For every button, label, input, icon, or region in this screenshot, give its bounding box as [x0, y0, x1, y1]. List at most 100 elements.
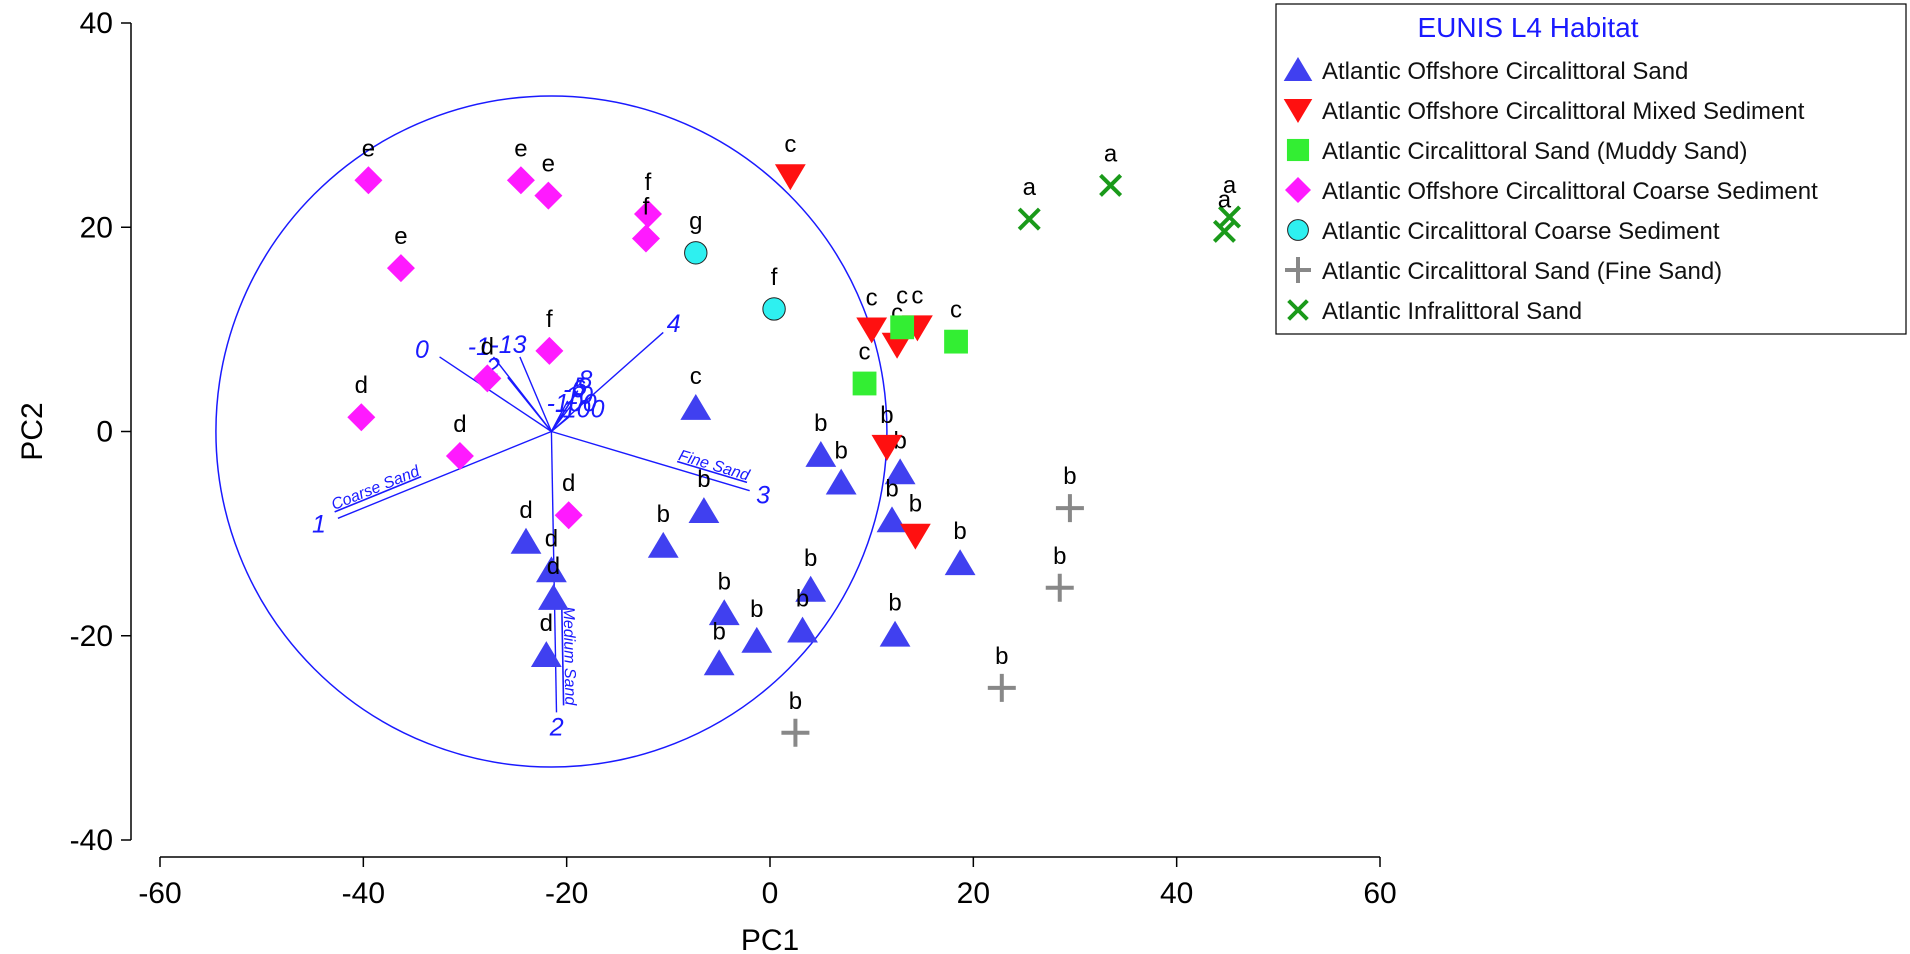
data-point [708, 599, 740, 626]
legend-entry: Atlantic Offshore Circalittoral Coarse S… [1322, 178, 1818, 205]
correlation-circle [215, 95, 888, 768]
legend-entry: Atlantic Circalittoral Coarse Sediment [1322, 218, 1720, 245]
data-point [805, 440, 837, 467]
data-point [445, 442, 474, 471]
y-tick-label: 40 [80, 7, 113, 40]
data-point [530, 641, 562, 668]
data-point [890, 315, 915, 340]
data-point [647, 531, 679, 558]
vector-label: 3 [756, 482, 770, 510]
point-label: b [885, 475, 898, 502]
data-point [944, 329, 968, 354]
point-label: c [911, 282, 923, 309]
data-point [884, 458, 916, 485]
legend-box [1275, 3, 1907, 335]
legend-marker [1283, 57, 1313, 82]
data-point [354, 166, 383, 195]
point-label: d [562, 470, 575, 497]
point-label: f [645, 169, 652, 196]
point-label: f [643, 193, 650, 220]
data-point [825, 468, 857, 495]
point-label: b [789, 688, 802, 715]
y-tick-label: -40 [70, 824, 113, 857]
legend-marker [1287, 299, 1309, 321]
vector-label: 8 [579, 366, 593, 394]
vector-label: -13 [490, 331, 526, 359]
y-tick-label: -20 [70, 620, 113, 653]
point-label: e [362, 135, 375, 162]
data-point [703, 649, 735, 676]
point-label: b [834, 438, 847, 465]
vector-label: 2 [549, 713, 564, 741]
data-point [506, 166, 535, 195]
point-label: b [995, 643, 1008, 670]
vector-label: 0 [415, 336, 429, 364]
legend-marker [1285, 257, 1311, 283]
point-label: e [514, 135, 527, 162]
data-point [538, 583, 569, 610]
x-tick-label: -20 [545, 877, 588, 910]
legend-entry: Atlantic Offshore Circalittoral Mixed Se… [1322, 98, 1805, 125]
vector-label: 5 [573, 373, 587, 401]
vector-label: 10 [565, 382, 593, 410]
point-label: d [453, 411, 466, 438]
x-tick-label: 0 [762, 877, 779, 910]
point-label: b [796, 586, 809, 613]
point-label: e [542, 151, 555, 178]
data-point [944, 549, 976, 576]
point-label: c [859, 339, 871, 366]
data-point [876, 506, 908, 533]
point-label: c [866, 284, 878, 311]
x-tick-label: 20 [957, 877, 990, 910]
correlation-circle-layer [215, 95, 888, 768]
loading-vector [492, 356, 552, 432]
vector-name: Fine Sand [677, 447, 753, 484]
point-label: b [953, 518, 966, 545]
y-tick-label: 20 [80, 211, 113, 244]
data-point [534, 181, 563, 210]
vector-label: 4 [667, 310, 681, 338]
point-label: b [814, 410, 827, 437]
point-label: d [545, 525, 558, 552]
legend-title: EUNIS L4 Habitat [1418, 12, 1639, 43]
data-point [762, 297, 786, 321]
data-point [536, 556, 567, 583]
vector-label: -6 [563, 375, 585, 403]
vector-label: -100 [547, 390, 597, 418]
legend-marker [1287, 219, 1309, 241]
data-point [795, 575, 827, 602]
point-label: c [784, 131, 796, 158]
point-label: b [712, 618, 725, 645]
loading-vector [550, 413, 565, 432]
point-label: b [909, 491, 922, 518]
vector-label: -100 [554, 395, 604, 423]
point-label: f [546, 306, 553, 333]
legend-entry: Atlantic Circalittoral Sand (Muddy Sand) [1322, 138, 1748, 165]
data-point [554, 501, 583, 530]
point-label: f [771, 264, 778, 291]
point-label: b [697, 466, 710, 493]
legend-entry: Atlantic Offshore Circalittoral Sand [1322, 58, 1688, 85]
loading-vector [439, 356, 552, 433]
vector-name: Coarse Sand [329, 463, 423, 514]
data-point [899, 523, 931, 550]
point-label: d [355, 372, 368, 399]
loading-vector [551, 430, 750, 492]
data-point [741, 626, 773, 653]
point-label: b [888, 590, 901, 617]
point-label: b [804, 545, 817, 572]
data-point [634, 199, 662, 228]
x-tick-label: 40 [1160, 877, 1193, 910]
data-point [774, 164, 806, 191]
x-tick-label: -40 [342, 877, 385, 910]
data-point [688, 497, 720, 524]
data-point [1218, 205, 1242, 229]
data-point [680, 394, 712, 420]
point-label: b [1053, 543, 1066, 570]
data-point [1212, 219, 1236, 243]
point-label: d [481, 333, 494, 360]
vector-name: Medium Sand [560, 606, 579, 706]
